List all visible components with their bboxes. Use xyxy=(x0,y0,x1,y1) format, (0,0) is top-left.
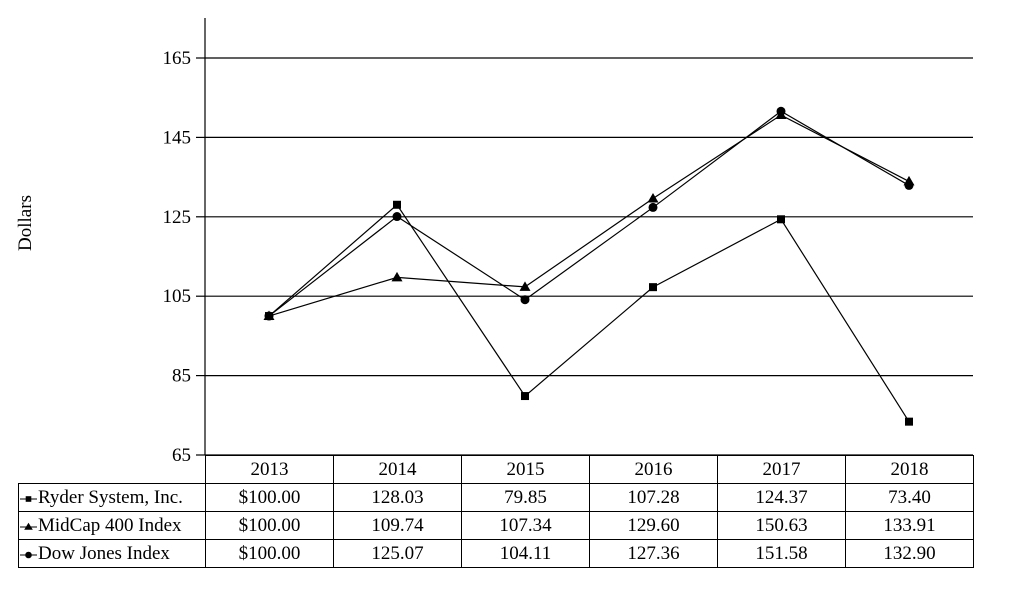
table-row-ryder: Ryder System, Inc. $100.00 128.03 79.85 … xyxy=(18,483,974,512)
circle-marker-2017 xyxy=(776,106,786,116)
square-marker-2018 xyxy=(905,417,913,426)
triangle-marker-2014 xyxy=(391,271,403,282)
series-label: Dow Jones Index xyxy=(38,543,170,564)
value-cell: 79.85 xyxy=(461,483,590,512)
series-label-cell-ryder: Ryder System, Inc. xyxy=(18,483,206,512)
value-cell: 107.28 xyxy=(589,483,718,512)
value-cell: $100.00 xyxy=(205,483,334,512)
square-marker-2014 xyxy=(393,200,401,209)
series-label: MidCap 400 Index xyxy=(38,515,182,536)
series-label-cell-dowjones: Dow Jones Index xyxy=(18,539,206,568)
y-tick-label-165: 165 xyxy=(163,48,192,69)
series-label-cell-midcap: MidCap 400 Index xyxy=(18,511,206,540)
circle-legend-glyph xyxy=(25,551,32,558)
circle-legend-key xyxy=(20,551,37,558)
value-cell: 124.37 xyxy=(717,483,846,512)
circle-marker-2014 xyxy=(392,212,402,222)
circle-marker-2015 xyxy=(520,295,530,305)
circle-marker-2016 xyxy=(648,202,658,212)
y-tick-label-125: 125 xyxy=(163,207,192,228)
value-cell: 127.36 xyxy=(589,539,718,568)
circle-line-marker-icon xyxy=(20,549,37,561)
value-cell: 125.07 xyxy=(333,539,462,568)
triangle-marker-2015 xyxy=(519,281,531,291)
table-row-midcap: MidCap 400 Index $100.00 109.74 107.34 1… xyxy=(18,511,974,540)
value-cell: 128.03 xyxy=(333,483,462,512)
y-tick-label-145: 145 xyxy=(163,127,192,148)
table-corner-cell xyxy=(19,456,206,484)
value-cell: 133.91 xyxy=(845,511,974,540)
value-cell: 109.74 xyxy=(333,511,462,540)
y-tick-label-105: 105 xyxy=(163,286,192,307)
series-midcap-400-index xyxy=(263,109,915,321)
value-cell: $100.00 xyxy=(205,511,334,540)
value-cell: $100.00 xyxy=(205,539,334,568)
year-header-2018: 2018 xyxy=(845,455,974,484)
value-cell: 73.40 xyxy=(845,483,974,512)
y-axis-title: Dollars xyxy=(15,195,36,251)
triangle-marker-2016 xyxy=(647,193,659,203)
circle-marker-2018 xyxy=(904,180,914,190)
series-line-dow-jones-index xyxy=(268,110,910,317)
year-header-2016: 2016 xyxy=(589,455,718,484)
year-header-2015: 2015 xyxy=(461,455,590,484)
circle-marker-2013 xyxy=(264,311,274,321)
square-line-marker-icon xyxy=(20,493,37,505)
series-ryder-system-inc xyxy=(265,200,913,426)
triangle-line-marker-icon xyxy=(20,521,37,533)
table-row-dowjones: Dow Jones Index $100.00 125.07 104.11 12… xyxy=(18,539,974,568)
year-header-2013: 2013 xyxy=(205,455,334,484)
square-marker-2015 xyxy=(521,392,529,401)
performance-table: 2013 2014 2015 2016 2017 2018 Ryder Syst… xyxy=(18,455,974,568)
square-marker-2016 xyxy=(649,283,657,292)
value-cell: 132.90 xyxy=(845,539,974,568)
triangle-legend-glyph xyxy=(24,522,33,530)
value-cell: 129.60 xyxy=(589,511,718,540)
year-header-2017: 2017 xyxy=(717,455,846,484)
series-line-midcap-400-index xyxy=(268,114,910,317)
series-label: Ryder System, Inc. xyxy=(38,487,183,508)
series-dow-jones-index xyxy=(264,106,914,321)
value-cell: 104.11 xyxy=(461,539,590,568)
square-legend-glyph xyxy=(25,495,32,502)
square-legend-key xyxy=(20,495,37,502)
table-header-row: 2013 2014 2015 2016 2017 2018 xyxy=(19,455,974,484)
year-header-2014: 2014 xyxy=(333,455,462,484)
square-marker-2017 xyxy=(777,215,785,224)
value-cell: 107.34 xyxy=(461,511,590,540)
y-tick-label-65: 65 xyxy=(172,445,191,466)
triangle-legend-key xyxy=(20,522,37,530)
series-line-ryder-system-inc xyxy=(268,203,910,422)
value-cell: 151.58 xyxy=(717,539,846,568)
y-tick-label-85: 85 xyxy=(172,366,191,387)
value-cell: 150.63 xyxy=(717,511,846,540)
